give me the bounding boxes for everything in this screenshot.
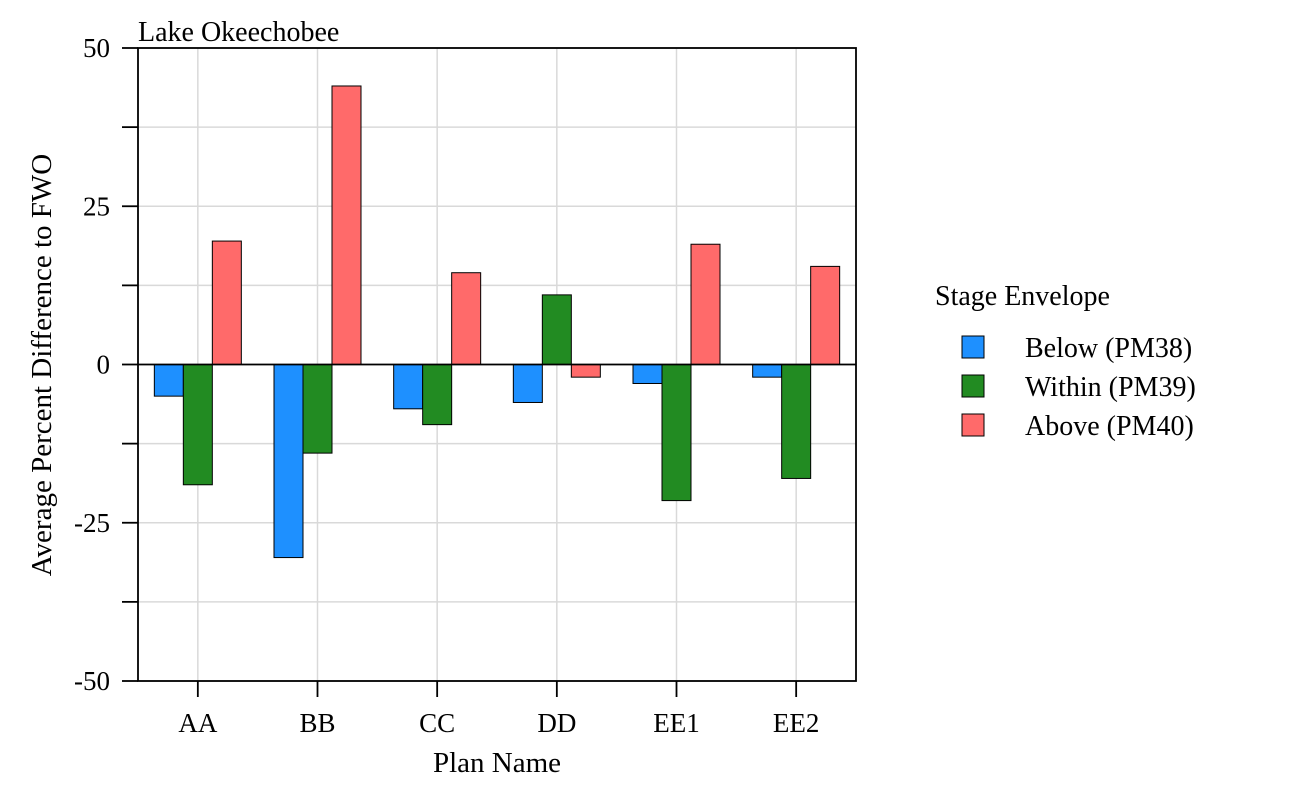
bar-ee1-1 — [632, 364, 663, 384]
bar-bb-3 — [331, 85, 362, 365]
x-tick-label: BB — [299, 708, 335, 738]
legend-label: Above (PM40) — [1025, 411, 1194, 442]
y-tick-label: -25 — [74, 508, 110, 538]
x-axis-title: Plan Name — [433, 747, 561, 779]
legend-swatch — [961, 413, 985, 437]
legend-items: Below (PM38) Within (PM39) Above (PM40) — [961, 333, 1196, 442]
legend-title: Stage Envelope — [935, 281, 1110, 312]
bar-cc-1 — [393, 364, 424, 410]
y-tick-label: 0 — [97, 350, 111, 380]
bar-aa-1 — [153, 364, 184, 397]
bar-bb-1 — [273, 364, 304, 559]
y-axis-title: Average Percent Difference to FWO — [26, 154, 58, 576]
bar-dd-3 — [570, 364, 601, 378]
bar-bb-2 — [302, 364, 333, 454]
legend-label: Below (PM38) — [1025, 333, 1192, 364]
y-tick-label: 25 — [83, 191, 110, 221]
x-tick-label: CC — [419, 708, 455, 738]
bars — [153, 85, 841, 559]
y-axis: -50 -25 0 25 50 — [74, 33, 138, 696]
bar-ee1-3 — [690, 243, 721, 365]
bar-ee2-3 — [810, 265, 841, 366]
bar-dd-1 — [512, 364, 543, 403]
x-axis: AA BB CC DD EE1 EE2 — [178, 681, 819, 738]
x-tick-label: DD — [537, 708, 576, 738]
bar-ee1-2 — [661, 364, 692, 502]
chart-title: Lake Okeechobee — [138, 17, 339, 48]
y-tick-label: 50 — [83, 33, 110, 63]
bar-aa-3 — [211, 240, 242, 365]
bar-aa-2 — [182, 364, 213, 486]
x-tick-label: EE1 — [653, 708, 700, 738]
legend-swatch — [961, 374, 985, 398]
bar-ee2-2 — [781, 364, 812, 479]
bar-dd-2 — [541, 294, 572, 365]
bar-cc-3 — [451, 272, 482, 365]
y-tick-label: -50 — [74, 666, 110, 696]
legend-label: Within (PM39) — [1025, 372, 1196, 403]
legend: Stage Envelope Below (PM38) Within (PM39)… — [935, 281, 1196, 442]
bar-ee2-1 — [752, 364, 783, 378]
x-tick-label: EE2 — [773, 708, 820, 738]
bar-cc-2 — [422, 364, 453, 426]
legend-swatch — [961, 335, 985, 359]
x-tick-label: AA — [178, 708, 217, 738]
